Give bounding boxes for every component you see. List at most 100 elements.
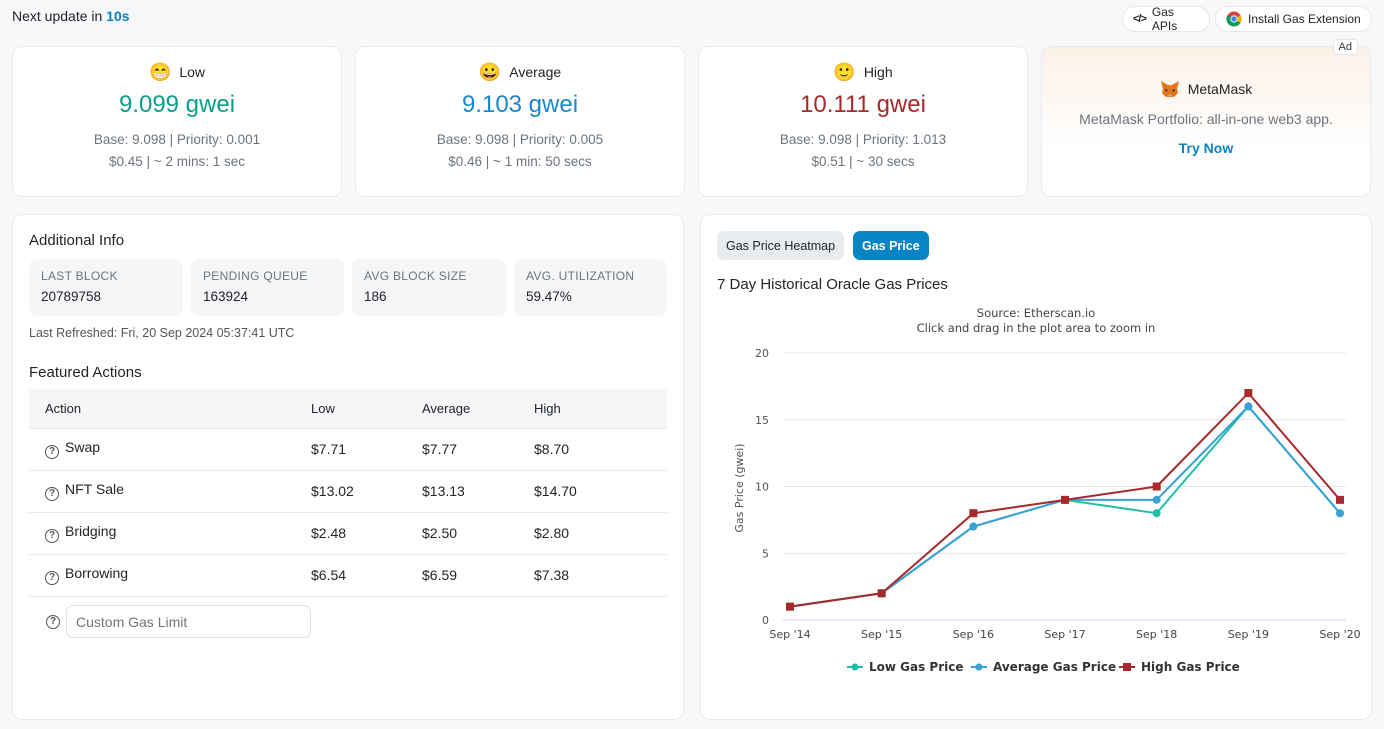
action-name: Bridging	[65, 523, 117, 539]
legend-label[interactable]: Average Gas Price	[993, 660, 1116, 674]
question-circle-icon[interactable]: ?	[45, 487, 59, 501]
y-tick-label: 5	[762, 547, 769, 560]
tab-gas-price[interactable]: Gas Price	[853, 231, 929, 260]
base-priority-text: Base: 9.098 | Priority: 1.013	[779, 132, 947, 147]
stat-last-block: LAST BLOCK 20789758	[29, 259, 183, 316]
legend-marker	[851, 663, 859, 671]
low-cost: $6.54	[311, 554, 422, 597]
x-tick-label: Sep '15	[861, 628, 902, 641]
low-cost: $13.02	[311, 470, 422, 513]
ad-title: MetaMask	[1187, 81, 1253, 97]
ad-card[interactable]: Ad MetaMask MetaMask Portfolio: all-in-o…	[1041, 39, 1371, 197]
slight-smile-emoji-icon: 🙂	[833, 62, 856, 82]
gas-level-label: Average	[509, 64, 562, 80]
data-point[interactable]	[1152, 495, 1161, 504]
custom-gas-limit-input[interactable]	[66, 605, 311, 638]
data-point[interactable]	[969, 522, 978, 531]
x-tick-label: Sep '17	[1044, 628, 1085, 641]
x-tick-label: Sep '20	[1319, 628, 1360, 641]
col-high: High	[534, 389, 667, 429]
question-circle-icon[interactable]: ?	[45, 529, 59, 543]
base-priority-text: Base: 9.098 | Priority: 0.005	[436, 132, 604, 147]
try-now-link[interactable]: Try Now	[1178, 140, 1234, 156]
gas-price-value: 9.103 gwei	[461, 91, 579, 118]
legend-label[interactable]: Low Gas Price	[869, 660, 964, 674]
next-update-text: Next update in 10s	[12, 8, 130, 24]
last-refreshed: Last Refreshed: Fri, 20 Sep 2024 05:37:4…	[29, 326, 295, 340]
ad-description: MetaMask Portfolio: all-in-one web3 app.	[1079, 111, 1333, 127]
data-point[interactable]	[1244, 402, 1253, 411]
gas-apis-button[interactable]: </> Gas APIs	[1122, 5, 1210, 33]
stat-avg-utilization: AVG. UTILIZATION 59.47%	[514, 259, 667, 316]
data-point[interactable]	[877, 589, 886, 598]
tab-gas-price-heatmap[interactable]: Gas Price Heatmap	[717, 231, 845, 260]
question-circle-icon[interactable]: ?	[45, 571, 59, 585]
additional-info-title: Additional Info	[29, 232, 125, 249]
install-extension-label: Install Gas Extension	[1248, 12, 1361, 26]
ad-badge: Ad	[1332, 39, 1358, 55]
smile-emoji-icon: 😀	[478, 62, 502, 82]
legend-marker	[975, 663, 983, 671]
stat-pending-queue: PENDING QUEUE 163924	[191, 259, 344, 316]
metamask-fox-icon	[1160, 81, 1179, 97]
install-extension-button[interactable]: Install Gas Extension	[1215, 6, 1372, 32]
cost-time-text: $0.51 | ~ 30 secs	[811, 154, 915, 169]
data-point[interactable]	[1244, 389, 1253, 398]
base-priority-text: Base: 9.098 | Priority: 0.001	[93, 132, 261, 147]
high-cost: $7.38	[534, 554, 667, 597]
stat-label: PENDING QUEUE	[203, 269, 308, 283]
x-tick-label: Sep '18	[1136, 628, 1177, 641]
gas-price-chart[interactable]: Source: Etherscan.io Click and drag in t…	[701, 303, 1371, 713]
question-circle-icon[interactable]: ?	[45, 445, 59, 459]
action-name: Swap	[65, 439, 101, 455]
stat-value: 186	[364, 289, 387, 304]
table-header-row: Action Low Average High	[29, 389, 667, 429]
x-tick-label: Sep '19	[1228, 628, 1269, 641]
data-point[interactable]	[786, 602, 794, 611]
grin-emoji-icon: 😁	[148, 62, 172, 82]
y-tick-label: 20	[755, 347, 769, 360]
average-cost: $2.50	[422, 512, 534, 555]
gas-apis-label: Gas APIs	[1151, 5, 1178, 33]
y-tick-label: 15	[755, 414, 769, 427]
series-line	[789, 404, 1341, 608]
gas-price-value: 9.099 gwei	[118, 91, 236, 118]
y-tick-label: 0	[762, 614, 769, 627]
gas-price-value: 10.111 gwei	[800, 91, 926, 118]
chart-heading: 7 Day Historical Oracle Gas Prices	[717, 276, 948, 293]
data-point[interactable]	[1336, 495, 1344, 504]
high-cost: $2.80	[534, 512, 667, 555]
data-point[interactable]	[1336, 509, 1344, 518]
chart-subtitle: Click and drag in the plot area to zoom …	[917, 321, 1156, 335]
y-tick-label: 10	[755, 481, 769, 494]
x-tick-label: Sep '16	[953, 628, 994, 641]
high-cost: $14.70	[534, 470, 667, 513]
table-row: ? Bridging $2.48 $2.50 $2.80	[29, 512, 667, 555]
data-point[interactable]	[1152, 509, 1161, 518]
data-point[interactable]	[969, 509, 978, 518]
featured-actions-table: Action Low Average High ? Swap $7.71 $7.7…	[29, 389, 667, 597]
chrome-icon	[1226, 11, 1242, 27]
stat-value: 163924	[203, 289, 249, 304]
cost-time-text: $0.45 | ~ 2 mins: 1 sec	[109, 154, 245, 169]
legend-label[interactable]: High Gas Price	[1141, 660, 1240, 674]
table-row: ? Swap $7.71 $7.77 $8.70	[29, 428, 667, 471]
data-point[interactable]	[1152, 482, 1161, 491]
x-tick-label: Sep '14	[769, 628, 810, 641]
data-point[interactable]	[1061, 495, 1069, 504]
gas-level-label: Low	[179, 64, 206, 80]
gas-card-low: 😁 Low 9.099 gwei Base: 9.098 | Priority:…	[12, 46, 342, 197]
question-circle-icon[interactable]: ?	[46, 615, 60, 629]
legend-marker	[1123, 663, 1131, 671]
stat-label: AVG BLOCK SIZE	[364, 269, 467, 283]
stat-value: 59.47%	[526, 289, 572, 304]
average-cost: $6.59	[422, 554, 534, 597]
featured-actions-title: Featured Actions	[29, 364, 142, 381]
gas-card-high: 🙂 High 10.111 gwei Base: 9.098 | Priorit…	[698, 46, 1028, 197]
action-name: Borrowing	[65, 565, 129, 581]
gas-card-average: 😀 Average 9.103 gwei Base: 9.098 | Prior…	[355, 46, 685, 197]
stat-value: 20789758	[41, 289, 102, 304]
gas-level-label: High	[863, 64, 893, 80]
stat-avg-block-size: AVG BLOCK SIZE 186	[352, 259, 506, 316]
col-action: Action	[29, 389, 311, 429]
